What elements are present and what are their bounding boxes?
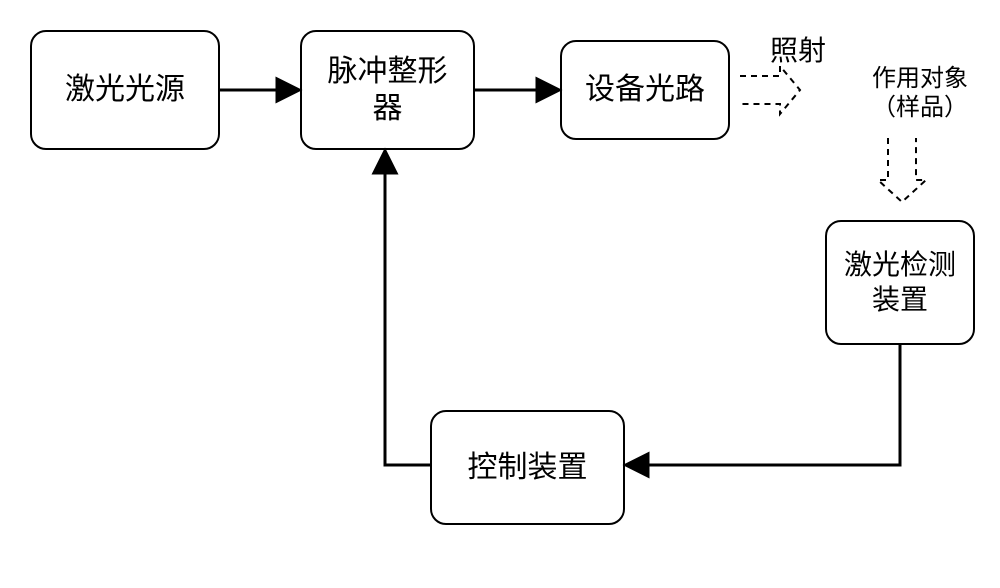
text-content: 照射	[770, 36, 826, 67]
node-controller: 控制装置	[430, 410, 625, 525]
node-label: 设备光路	[585, 71, 705, 109]
node-label: 脉冲整形器	[328, 53, 448, 128]
node-device-path: 设备光路	[560, 40, 730, 140]
node-label: 激光光源	[65, 71, 185, 109]
edge-path-to-target	[740, 66, 800, 114]
text-content: 作用对象（样品）	[872, 66, 968, 121]
node-pulse-shaper: 脉冲整形器	[300, 30, 475, 150]
label-irradiation: 照射	[770, 35, 826, 69]
node-laser-source: 激光光源	[30, 30, 220, 150]
edge-controller-to-shaper	[385, 152, 430, 465]
node-laser-detector: 激光检测装置	[825, 220, 975, 345]
edge-target-to-detector	[878, 138, 926, 202]
label-target: 作用对象（样品）	[855, 65, 985, 123]
edge-detector-to-controller	[627, 345, 900, 465]
node-label: 激光检测装置	[844, 248, 956, 318]
node-label: 控制装置	[468, 449, 588, 487]
